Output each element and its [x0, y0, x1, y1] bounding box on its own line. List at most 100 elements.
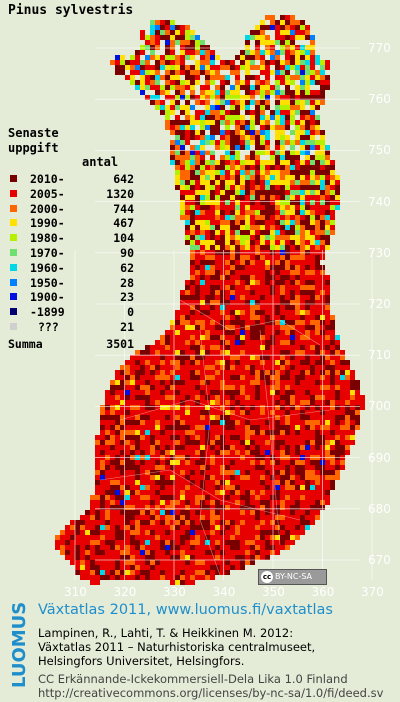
grid-cell — [185, 105, 190, 110]
grid-cell — [285, 340, 290, 345]
grid-cell — [210, 135, 215, 140]
grid-cell — [285, 315, 290, 320]
grid-cell — [195, 240, 200, 245]
grid-cell — [335, 430, 340, 435]
grid-cell — [300, 270, 305, 275]
grid-cell — [245, 190, 250, 195]
license-url[interactable]: http://creativecommons.org/licenses/by-n… — [38, 686, 384, 700]
grid-cell — [165, 345, 170, 350]
grid-cell — [275, 240, 280, 245]
grid-cell — [255, 225, 260, 230]
grid-cell — [245, 210, 250, 215]
grid-cell — [220, 465, 225, 470]
grid-cell — [245, 65, 250, 70]
grid-cell — [190, 385, 195, 390]
grid-cell — [190, 560, 195, 565]
grid-cell — [300, 485, 305, 490]
legend-count: 467 — [113, 216, 134, 231]
grid-cell — [165, 70, 170, 75]
grid-cell — [195, 130, 200, 135]
cc-license-badge[interactable]: cc BY-NC-SA — [258, 569, 327, 585]
grid-cell — [265, 235, 270, 240]
grid-cell — [310, 280, 315, 285]
grid-cell — [280, 340, 285, 345]
grid-cell — [310, 445, 315, 450]
grid-cell — [235, 565, 240, 570]
grid-cell — [310, 195, 315, 200]
grid-cell — [245, 145, 250, 150]
grid-cell — [260, 420, 265, 425]
grid-cell — [260, 525, 265, 530]
grid-cell — [240, 460, 245, 465]
grid-cell — [290, 100, 295, 105]
grid-cell — [235, 165, 240, 170]
grid-cell — [335, 185, 340, 190]
grid-cell — [110, 575, 115, 580]
grid-cell — [285, 285, 290, 290]
grid-cell — [255, 485, 260, 490]
grid-cell — [145, 570, 150, 575]
grid-cell — [170, 340, 175, 345]
grid-cell — [275, 150, 280, 155]
grid-cell — [260, 325, 265, 330]
grid-cell — [135, 375, 140, 380]
grid-cell — [170, 400, 175, 405]
grid-cell — [225, 205, 230, 210]
grid-cell — [325, 185, 330, 190]
grid-cell — [230, 105, 235, 110]
grid-cell — [215, 280, 220, 285]
grid-cell — [150, 80, 155, 85]
grid-cell — [210, 310, 215, 315]
grid-cell — [270, 90, 275, 95]
grid-cell — [105, 440, 110, 445]
grid-cell — [265, 420, 270, 425]
grid-cell — [300, 475, 305, 480]
grid-cell — [275, 440, 280, 445]
grid-cell — [230, 120, 235, 125]
grid-cell — [105, 515, 110, 520]
grid-cell — [145, 450, 150, 455]
grid-cell — [160, 555, 165, 560]
grid-cell — [180, 45, 185, 50]
grid-cell — [190, 260, 195, 265]
grid-cell — [335, 200, 340, 205]
grid-cell — [195, 315, 200, 320]
grid-cell — [220, 130, 225, 135]
grid-cell — [320, 225, 325, 230]
grid-cell — [235, 515, 240, 520]
grid-cell — [320, 145, 325, 150]
grid-cell — [325, 375, 330, 380]
grid-cell — [240, 190, 245, 195]
grid-cell — [255, 410, 260, 415]
grid-cell — [210, 540, 215, 545]
grid-cell — [205, 360, 210, 365]
grid-cell — [310, 460, 315, 465]
grid-cell — [110, 445, 115, 450]
grid-cell — [255, 365, 260, 370]
grid-cell — [255, 325, 260, 330]
grid-cell — [220, 430, 225, 435]
grid-cell — [305, 340, 310, 345]
grid-cell — [210, 530, 215, 535]
grid-cell — [315, 80, 320, 85]
grid-cell — [235, 545, 240, 550]
grid-cell — [250, 75, 255, 80]
grid-cell — [205, 405, 210, 410]
grid-cell — [245, 270, 250, 275]
grid-cell — [260, 85, 265, 90]
grid-cell — [275, 40, 280, 45]
grid-cell — [260, 370, 265, 375]
grid-cell — [240, 280, 245, 285]
grid-cell — [165, 485, 170, 490]
grid-cell — [190, 375, 195, 380]
grid-cell — [140, 375, 145, 380]
map-grid-lines — [74, 47, 373, 580]
grid-cell — [120, 385, 125, 390]
grid-cell — [205, 520, 210, 525]
grid-cell — [240, 300, 245, 305]
grid-cell — [225, 460, 230, 465]
grid-cell — [270, 315, 275, 320]
grid-cell — [195, 555, 200, 560]
grid-cell — [175, 175, 180, 180]
grid-cell — [225, 380, 230, 385]
